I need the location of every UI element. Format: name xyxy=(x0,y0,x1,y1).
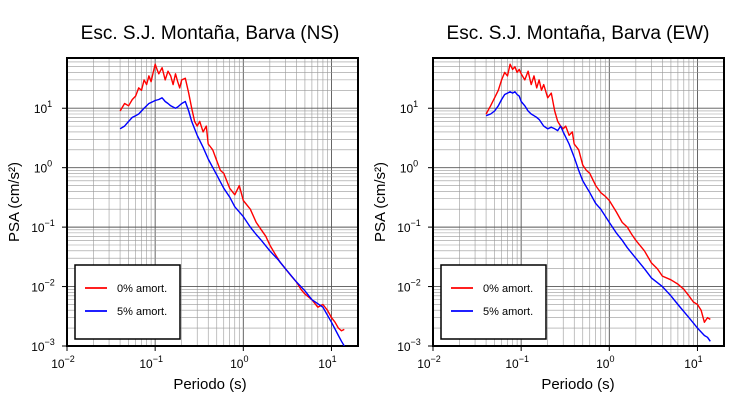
legend-box xyxy=(440,264,547,340)
y-tick-label: 10−2 xyxy=(31,278,55,295)
x-axis-label: Periodo (s) xyxy=(173,376,246,393)
x-tick-label: 100 xyxy=(230,354,248,371)
x-tick-label: 100 xyxy=(596,354,614,371)
plot-frame xyxy=(66,57,359,347)
x-tick-label: 101 xyxy=(684,354,702,371)
legend-label: 0% amort. xyxy=(483,283,533,295)
grid xyxy=(66,57,359,347)
plot-frame xyxy=(432,57,725,347)
x-tick-label: 101 xyxy=(318,354,336,371)
x-tick-label: 10−2 xyxy=(417,354,441,371)
y-tick-label: 10−3 xyxy=(397,337,421,354)
legend-label: 5% amort. xyxy=(117,306,167,318)
legend: 0% amort. 5% amort. xyxy=(440,264,547,340)
y-tick-label: 101 xyxy=(34,99,52,116)
series-group xyxy=(119,63,345,346)
x-tick-label: 10−1 xyxy=(139,354,163,371)
y-axis-label: PSA (cm/s²) xyxy=(6,162,23,242)
y-tick-label: 101 xyxy=(400,99,418,116)
series-line-damped xyxy=(119,97,345,346)
y-tick-label: 10−1 xyxy=(31,218,55,235)
legend-box xyxy=(74,264,181,340)
y-tick-label: 10−3 xyxy=(31,337,55,354)
series-line-undamped xyxy=(119,63,345,332)
x-tick-label: 10−2 xyxy=(51,354,75,371)
series-line-undamped xyxy=(485,63,711,323)
legend-label: 0% amort. xyxy=(117,283,167,295)
legend: 0% amort. 5% amort. xyxy=(74,264,181,340)
y-axis-label: PSA (cm/s²) xyxy=(372,162,389,242)
series-group xyxy=(485,63,711,342)
y-tick-label: 10−2 xyxy=(397,278,421,295)
y-tick-label: 100 xyxy=(34,159,52,176)
chart-title: Esc. S.J. Montaña, Barva (NS) xyxy=(81,23,340,44)
x-axis-label: Periodo (s) xyxy=(541,376,614,393)
y-tick-label: 100 xyxy=(400,159,418,176)
series-line-damped xyxy=(485,90,711,342)
x-tick-label: 10−1 xyxy=(505,354,529,371)
chart-title: Esc. S.J. Montaña, Barva (EW) xyxy=(447,23,710,44)
y-tick-label: 10−1 xyxy=(397,218,421,235)
legend-label: 5% amort. xyxy=(483,306,533,318)
